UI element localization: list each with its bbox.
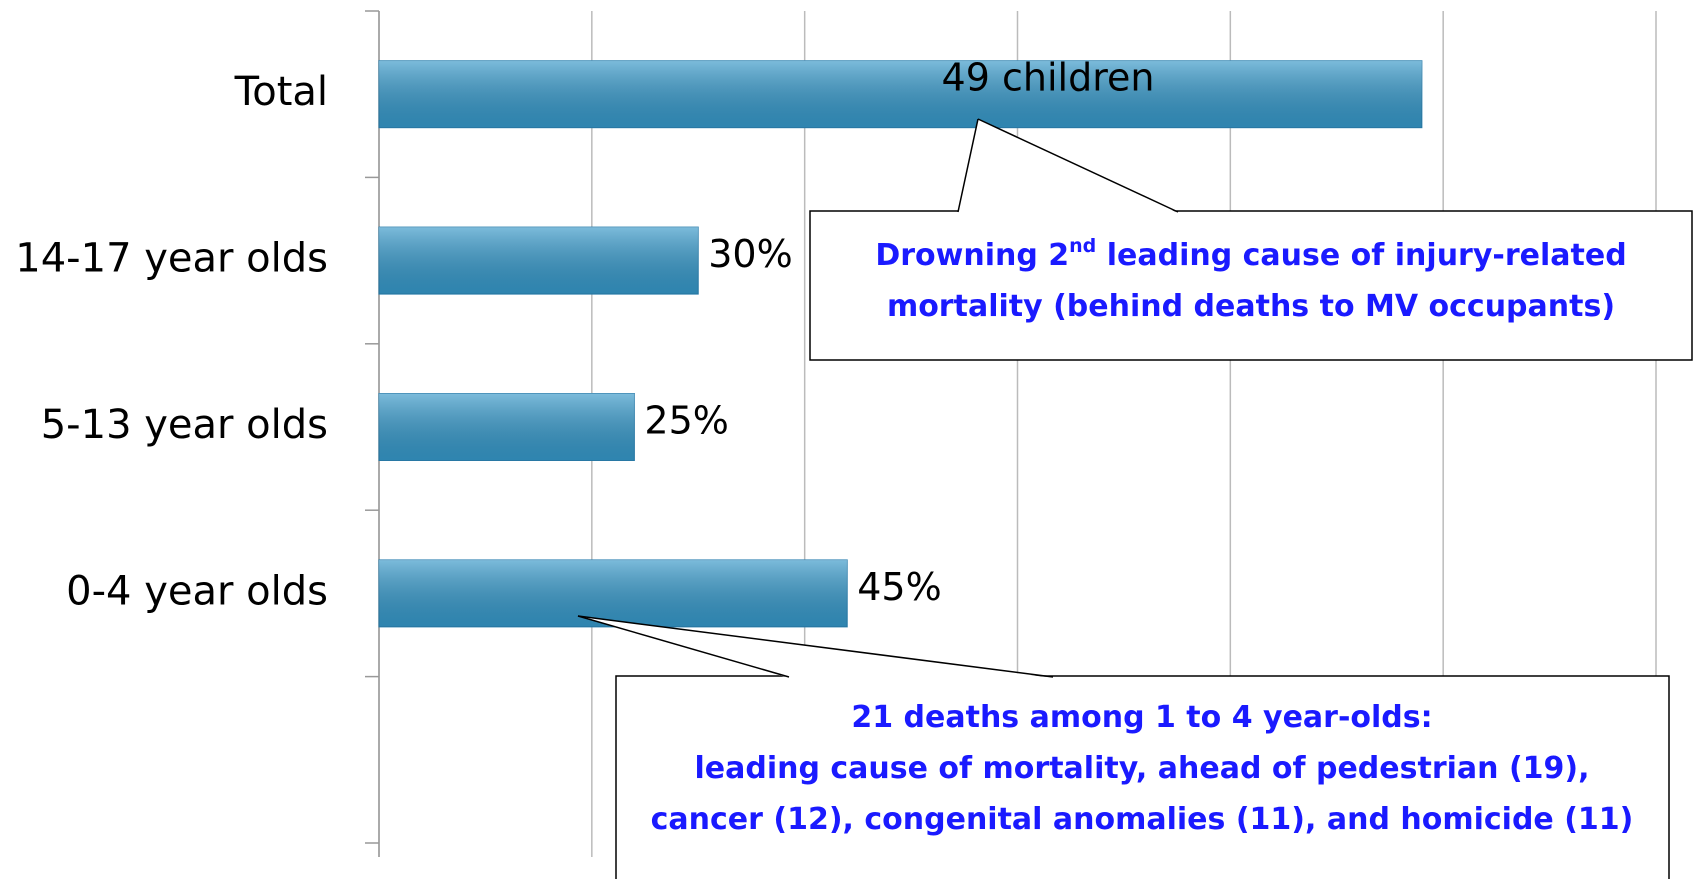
bar-label: 49 children	[942, 56, 1155, 100]
annotation-text: cancer (12), congenital anomalies (11), …	[651, 802, 1634, 837]
annotation-text: Drowning 2nd leading cause of injury-rel…	[875, 235, 1626, 273]
annotations: Drowning 2nd leading cause of injury-rel…	[577, 118, 1693, 879]
y-tick-label: 14-17 year olds	[15, 236, 328, 282]
annotation-part: 21 deaths among 1 to 4 year-olds:	[851, 700, 1432, 735]
annotation-part: mortality (behind deaths to MV occupants…	[887, 289, 1615, 324]
annotation-part: leading cause of mortality, ahead of ped…	[694, 751, 1589, 786]
callout-box	[615, 675, 1670, 879]
bar-label: 30%	[708, 232, 792, 276]
callout-line	[957, 118, 979, 213]
callout-line	[577, 615, 790, 678]
annotation-text: 21 deaths among 1 to 4 year-olds:	[851, 700, 1432, 735]
y-tick-label: 0-4 year olds	[66, 568, 328, 614]
annotation-part: leading cause of injury-related	[1096, 238, 1626, 273]
y-tick-label: Total	[234, 69, 328, 115]
superscript: nd	[1069, 235, 1096, 257]
annotation-part: Drowning 2	[875, 238, 1069, 273]
annotation-text: mortality (behind deaths to MV occupants…	[887, 289, 1615, 324]
bar-shine	[379, 227, 699, 295]
callout-box	[809, 210, 1693, 361]
bar-label: 45%	[857, 565, 941, 609]
bar-shine	[379, 393, 635, 461]
bar-label: 25%	[644, 399, 728, 443]
callout-line	[977, 118, 1179, 213]
annotation-text: leading cause of mortality, ahead of ped…	[694, 751, 1589, 786]
annotation-part: cancer (12), congenital anomalies (11), …	[651, 802, 1634, 837]
bar-shine	[379, 559, 848, 627]
callout-pointer	[958, 119, 1178, 213]
y-tick-label: 5-13 year olds	[41, 402, 328, 448]
bar-shine	[379, 60, 1422, 128]
callout-line	[577, 615, 1054, 678]
